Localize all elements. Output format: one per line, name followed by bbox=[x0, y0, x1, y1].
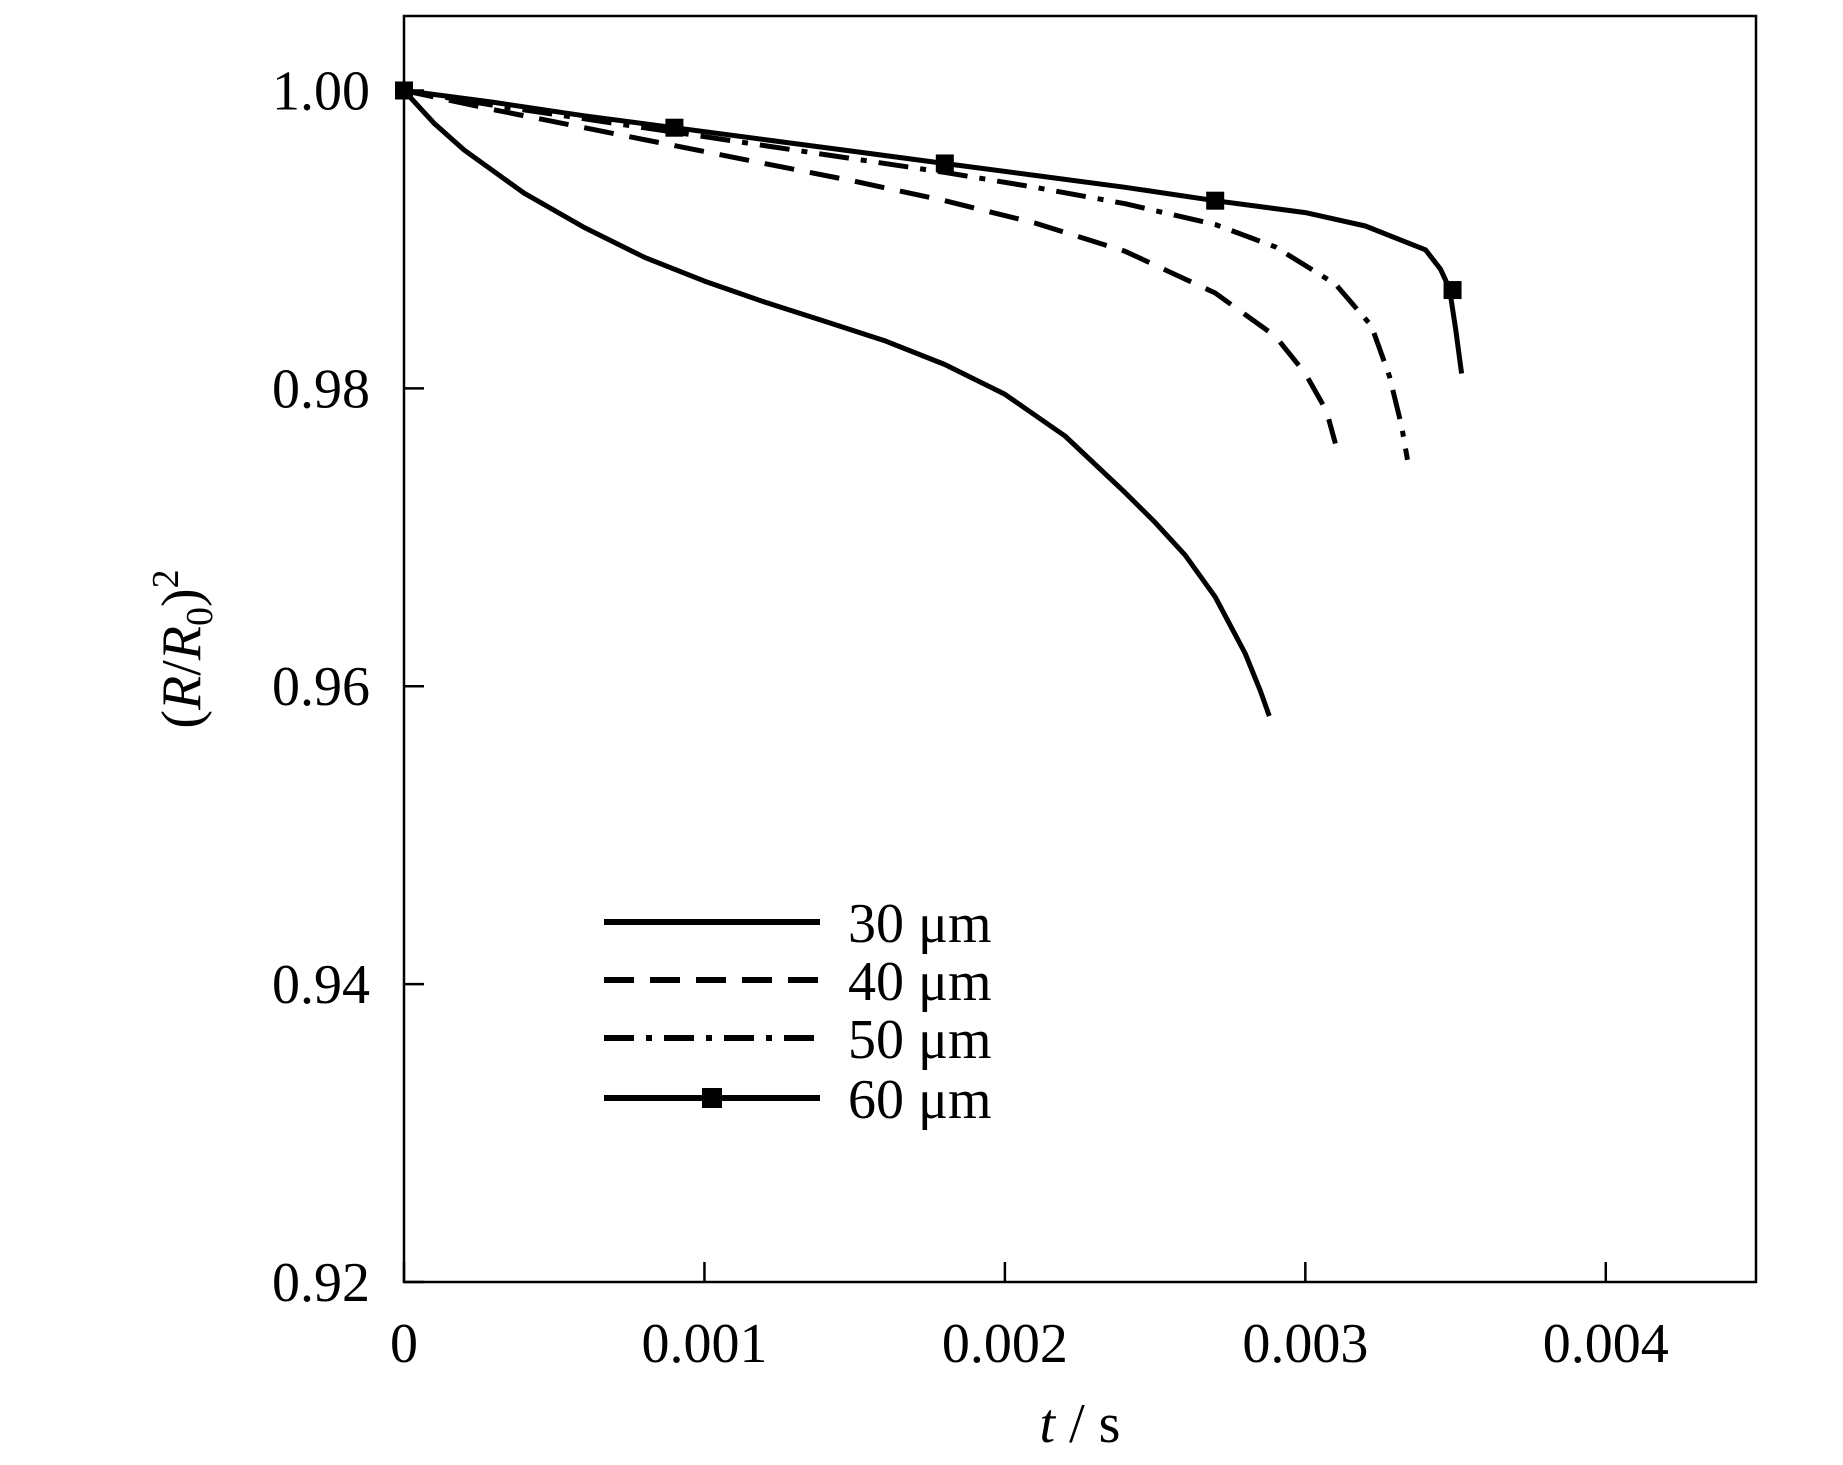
series-line-2 bbox=[403, 88, 1338, 445]
series-marker bbox=[1443, 281, 1462, 300]
y-ticks: 0.92 0.94 0.96 0.98 1.00 bbox=[272, 60, 424, 1314]
x-axis-label: t / s bbox=[1040, 1393, 1121, 1455]
x-tick-label: 0.001 bbox=[641, 1313, 767, 1375]
y-axis-label-slash: / bbox=[151, 660, 213, 676]
y-tick-label: 0.96 bbox=[272, 656, 370, 718]
x-tick-label: 0.003 bbox=[1242, 1313, 1368, 1375]
y-tick-label: 0.92 bbox=[272, 1252, 370, 1314]
y-tick-label: 0.98 bbox=[272, 358, 370, 420]
x-axis-label-unit: / s bbox=[1055, 1393, 1120, 1455]
y-axis-label-r0: R bbox=[151, 626, 213, 661]
series-line-4 bbox=[403, 88, 1465, 374]
legend-marker bbox=[702, 1088, 722, 1108]
y-axis-label-r: R bbox=[151, 676, 213, 711]
x-tick-label: 0 bbox=[390, 1313, 418, 1375]
legend-label: 60 μm bbox=[848, 1069, 992, 1131]
series-line-1 bbox=[402, 88, 1272, 717]
series-layer bbox=[395, 81, 1465, 717]
x-axis-label-var: t bbox=[1040, 1393, 1057, 1455]
y-axis-label-close: ) bbox=[151, 588, 213, 607]
series-marker bbox=[665, 118, 684, 137]
legend-label: 40 μm bbox=[848, 951, 992, 1013]
x-ticks: 0 0.001 0.002 0.003 0.004 bbox=[390, 1262, 1669, 1375]
series-marker bbox=[935, 154, 954, 173]
x-tick-label: 0.004 bbox=[1543, 1313, 1669, 1375]
y-axis-label: (R/R0)2 bbox=[145, 569, 221, 728]
series-marker bbox=[1206, 191, 1225, 210]
legend-label: 50 μm bbox=[848, 1009, 992, 1071]
y-axis-label-sub: 0 bbox=[179, 607, 221, 626]
y-tick-label: 0.94 bbox=[272, 954, 370, 1016]
y-axis-label-open: ( bbox=[151, 710, 213, 729]
y-axis-label-sup: 2 bbox=[145, 569, 187, 588]
plot-frame bbox=[402, 14, 1758, 1284]
x-tick-label: 0.002 bbox=[942, 1313, 1068, 1375]
y-tick-label: 1.00 bbox=[272, 60, 370, 122]
legend-label: 30 μm bbox=[848, 893, 992, 955]
series-line-3 bbox=[403, 88, 1410, 461]
